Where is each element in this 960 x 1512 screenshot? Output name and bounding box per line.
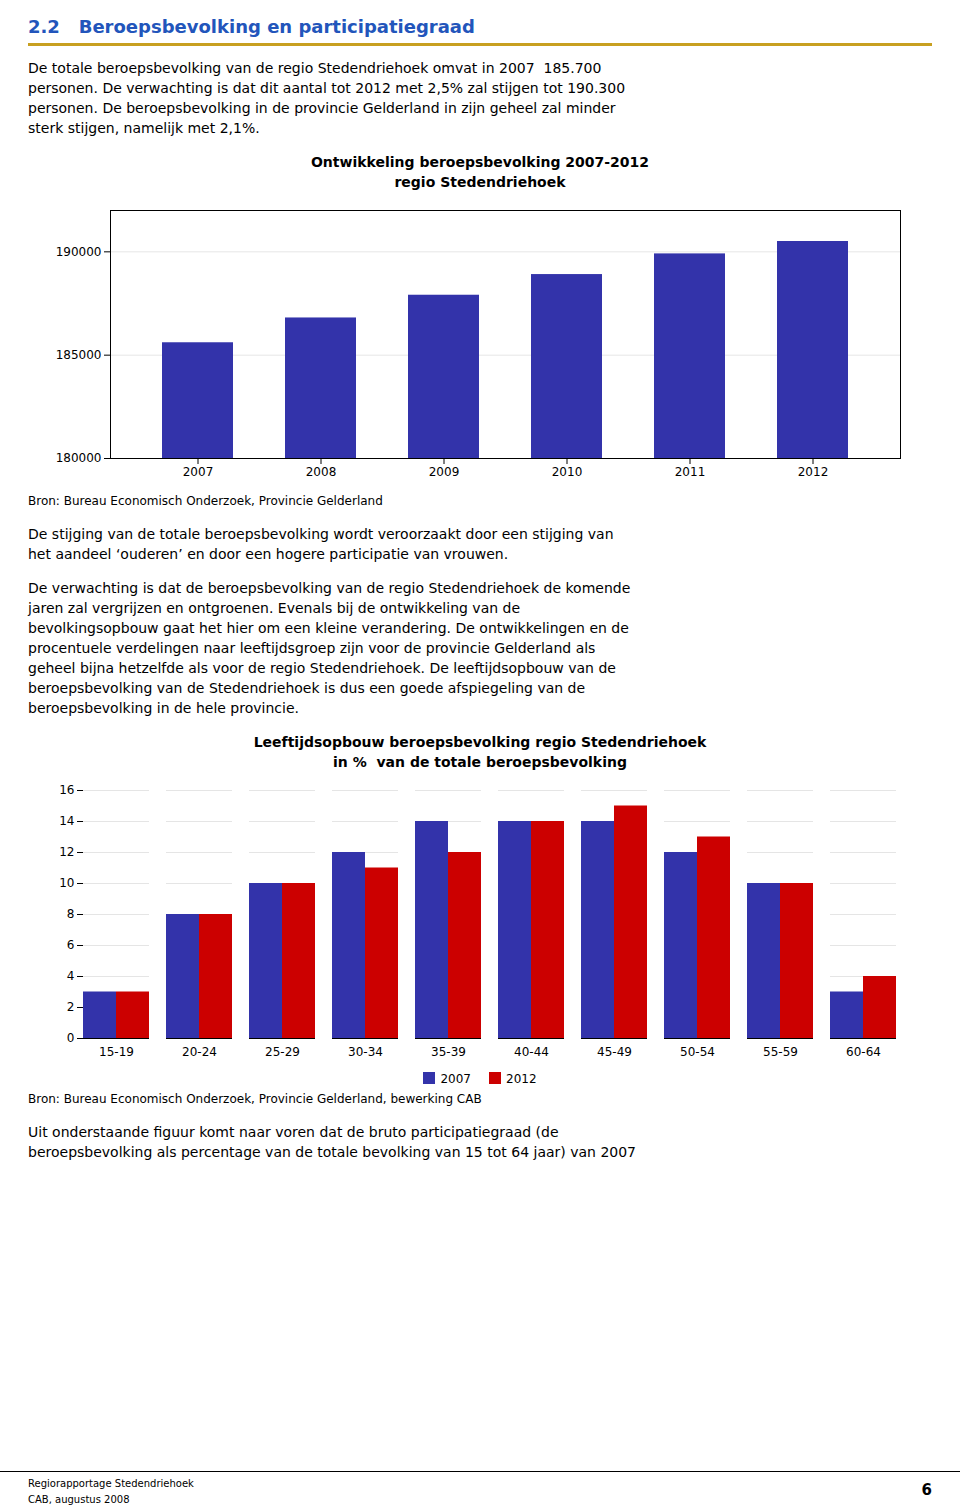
svg-text:25-29: 25-29	[265, 1045, 300, 1059]
svg-text:10: 10	[59, 876, 74, 890]
svg-text:12: 12	[59, 845, 74, 859]
svg-text:190000: 190000	[56, 245, 102, 259]
svg-text:16: 16	[59, 783, 74, 797]
html-text:De verwachting is dat de beroe: De verwachting is dat de beroepsbevolkin…	[28, 580, 631, 596]
html-text:personen. De verwachting is da: personen. De verwachting is dat dit aant…	[28, 80, 626, 96]
svg-text:2011: 2011	[675, 465, 706, 479]
html-text:beroepsbevolking als percentag: beroepsbevolking als percentage van de t…	[28, 1144, 636, 1160]
html-text:jaren zal vergrijzen en ontgro: jaren zal vergrijzen en ontgroenen. Even…	[28, 600, 520, 616]
svg-text:2012: 2012	[798, 465, 829, 479]
svg-text:2008: 2008	[306, 465, 337, 479]
html-text:CAB, augustus 2008: CAB, augustus 2008	[28, 1494, 130, 1505]
svg-text:2: 2	[67, 1000, 75, 1014]
svg-text:55-59: 55-59	[763, 1045, 798, 1059]
html-text:regio Stedendriehoek: regio Stedendriehoek	[394, 174, 566, 190]
svg-text:30-34: 30-34	[348, 1045, 383, 1059]
html-text:sterk stijgen, namelijk met 2,: sterk stijgen, namelijk met 2,1%.	[28, 120, 260, 136]
html-text:in % van de totale beroepsbevo: in % van de totale beroepsbevolking	[333, 754, 627, 770]
svg-text:40-44: 40-44	[514, 1045, 549, 1059]
svg-text:2010: 2010	[552, 465, 583, 479]
html-text:2007: 2007	[440, 1072, 471, 1086]
html-text:beroepsbevolking in de hele pr: beroepsbevolking in de hele provincie.	[28, 700, 299, 716]
svg-text:8: 8	[67, 907, 75, 921]
html-text:Ontwikkeling beroepsbevolking: Ontwikkeling beroepsbevolking 2007-2012	[310, 154, 650, 170]
svg-text:50-54: 50-54	[680, 1045, 715, 1059]
svg-text:60-64: 60-64	[846, 1045, 881, 1059]
svg-text:35-39: 35-39	[431, 1045, 466, 1059]
html-text:geheel bijna hetzelfde als voo: geheel bijna hetzelfde als voor de regio…	[28, 660, 616, 676]
html-text:procentuele verdelingen naar l: procentuele verdelingen naar leeftijdsgr…	[28, 640, 596, 656]
html-text:2012: 2012	[506, 1072, 537, 1086]
svg-text:20-24: 20-24	[182, 1045, 217, 1059]
svg-text:2009: 2009	[429, 465, 460, 479]
html-text:het aandeel ‘ouderen’ en door: het aandeel ‘ouderen’ en door een hogere…	[28, 546, 509, 562]
svg-text:2007: 2007	[183, 465, 214, 479]
html-text:6: 6	[921, 1481, 932, 1499]
svg-text:180000: 180000	[56, 451, 102, 465]
html-text:personen. De beroepsbevolking: personen. De beroepsbevolking in de prov…	[28, 100, 616, 116]
html-text:De totale beroepsbevolking van: De totale beroepsbevolking van de regio …	[28, 60, 602, 76]
svg-text:45-49: 45-49	[597, 1045, 632, 1059]
html-text:Bron: Bureau Economisch Onderz: Bron: Bureau Economisch Onderzoek, Provi…	[28, 494, 383, 508]
html-text:2.2 Beroepsbevolking en partic: 2.2 Beroepsbevolking en participatiegraa…	[28, 16, 475, 37]
html-text:beroepsbevolking van de Steden: beroepsbevolking van de Stedendriehoek i…	[28, 680, 586, 696]
html-text:Uit onderstaande figuur komt n: Uit onderstaande figuur komt naar voren …	[28, 1124, 559, 1140]
svg-text:14: 14	[59, 814, 74, 828]
html-text:Regiorapportage Stedendriehoek: Regiorapportage Stedendriehoek	[28, 1478, 194, 1489]
svg-text:4: 4	[67, 969, 75, 983]
svg-text:0: 0	[67, 1031, 75, 1045]
svg-text:15-19: 15-19	[99, 1045, 134, 1059]
html-text:De stijging van de totale bero: De stijging van de totale beroepsbevolki…	[28, 526, 614, 542]
html-text:Bron: Bureau Economisch Onderz: Bron: Bureau Economisch Onderzoek, Provi…	[28, 1092, 482, 1106]
html-text:Leeftijdsopbouw beroepsbevolki: Leeftijdsopbouw beroepsbevolking regio S…	[253, 734, 707, 750]
svg-text:6: 6	[67, 938, 75, 952]
html-text:bevolkingsopbouw gaat het hier: bevolkingsopbouw gaat het hier om een kl…	[28, 620, 629, 636]
svg-text:185000: 185000	[56, 348, 102, 362]
